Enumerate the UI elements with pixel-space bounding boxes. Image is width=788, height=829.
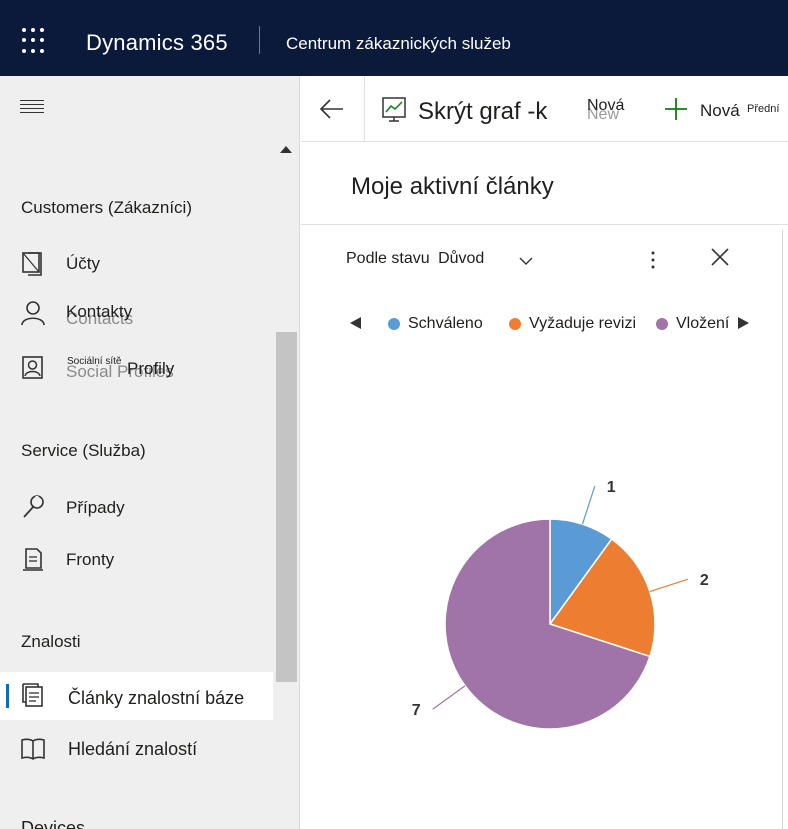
waffle-icon[interactable] <box>22 28 48 54</box>
wrench-icon <box>23 495 44 518</box>
back-arrow-icon <box>319 99 343 119</box>
chevron-down-icon[interactable] <box>519 256 533 266</box>
sidebar-item-label: Případy <box>66 498 125 517</box>
group-devices: Devices <box>21 818 86 829</box>
new-button[interactable]: Nová <box>700 101 740 120</box>
data-label: 7 <box>412 702 421 719</box>
legend-swatch <box>388 318 400 330</box>
front-label[interactable]: Přední <box>747 103 780 115</box>
accounts-icon <box>22 252 42 276</box>
app-title[interactable]: Dynamics 365 <box>86 30 228 55</box>
sidebar-item-cases[interactable]: Případy <box>0 484 273 532</box>
new-ghost-label: New <box>587 106 620 123</box>
legend-prev-arrow-icon[interactable] <box>350 317 361 329</box>
legend-label: Vložení <box>676 315 730 332</box>
top-bar: Dynamics 365 Centrum zákaznických služeb <box>0 0 788 76</box>
sidebar-item-label: Účty <box>66 254 100 273</box>
sidebar-item-accounts[interactable]: Účty <box>0 240 273 288</box>
legend-swatch <box>509 318 521 330</box>
chart-icon[interactable] <box>381 96 407 122</box>
hamburger-menu-icon[interactable] <box>20 100 44 114</box>
header-divider <box>259 26 260 54</box>
leader-line <box>581 485 596 525</box>
article-icon <box>22 683 43 707</box>
chart-selector-label: Podle stavu <box>346 250 430 267</box>
chart-selector-value: Důvod <box>438 250 485 267</box>
new-small-label[interactable]: Nová <box>587 97 625 114</box>
sidebar-item-label: Kontakty <box>66 302 133 321</box>
social-tiny-label: Sociální sítě <box>67 356 122 367</box>
plus-icon[interactable] <box>663 96 689 122</box>
data-label: 2 <box>700 572 709 589</box>
pie-chart: 1 2 7 <box>412 479 709 730</box>
group-knowledge: Znalosti <box>21 632 81 651</box>
sidebar: Customers (Zákazníci) Účty Contacts Kont… <box>0 76 300 829</box>
contacts-ghost-label: Contacts <box>66 309 134 328</box>
sidebar-item-contacts[interactable]: Contacts Kontakty <box>0 290 273 338</box>
legend-swatch <box>656 318 668 330</box>
leader-line <box>432 685 466 710</box>
scroll-up-arrow-icon[interactable] <box>280 146 292 153</box>
leader-line <box>649 578 689 593</box>
command-bar: Skrýt graf -k New Nová Nová Přední <box>301 76 788 142</box>
legend-next-arrow-icon[interactable] <box>738 317 749 329</box>
panel-divider <box>782 230 783 829</box>
book-icon <box>21 738 45 760</box>
chart-view-selector[interactable]: Podle stavu Důvod <box>346 250 484 268</box>
hide-chart-button[interactable]: Skrýt graf -k <box>418 98 548 125</box>
person-icon <box>21 301 45 326</box>
sidebar-item-label: Profily <box>127 359 175 378</box>
sidebar-item-label: Hledání znalostí <box>68 739 198 759</box>
view-title: Moje aktivní články <box>351 173 554 200</box>
social-profile-icon <box>22 356 43 379</box>
app-subtitle[interactable]: Centrum zákaznických služeb <box>286 34 511 53</box>
close-icon[interactable] <box>710 247 730 267</box>
sidebar-item-knowledge-search[interactable]: Hledání znalostí <box>0 726 273 774</box>
sidebar-item-label: Fronty <box>66 550 115 569</box>
legend-label: Vyžaduje revizi <box>529 315 637 332</box>
social-ghost-label: Social Profiles <box>66 362 174 381</box>
sidebar-item-social-profiles[interactable]: Social Profiles Sociální sítě Profily <box>0 344 273 392</box>
legend-label: Schváleno <box>408 315 483 332</box>
sidebar-item-label: Články znalostní báze <box>68 688 245 708</box>
group-service: Service (Služba) <box>21 441 146 460</box>
main-content: Skrýt graf -k New Nová Nová Přední Moje … <box>301 76 788 829</box>
slice-inserted[interactable] <box>444 518 651 730</box>
group-customers: Customers (Zákazníci) <box>21 198 192 217</box>
back-button[interactable] <box>301 76 365 142</box>
data-label: 1 <box>607 479 616 496</box>
sidebar-scrollbar[interactable] <box>276 332 297 682</box>
queue-icon <box>23 548 43 571</box>
more-vertical-icon[interactable] <box>647 248 659 272</box>
sidebar-item-queues[interactable]: Fronty <box>0 536 273 584</box>
sidebar-item-kb-articles[interactable]: Články znalostní báze <box>0 672 273 720</box>
chart-panel <box>301 224 788 829</box>
